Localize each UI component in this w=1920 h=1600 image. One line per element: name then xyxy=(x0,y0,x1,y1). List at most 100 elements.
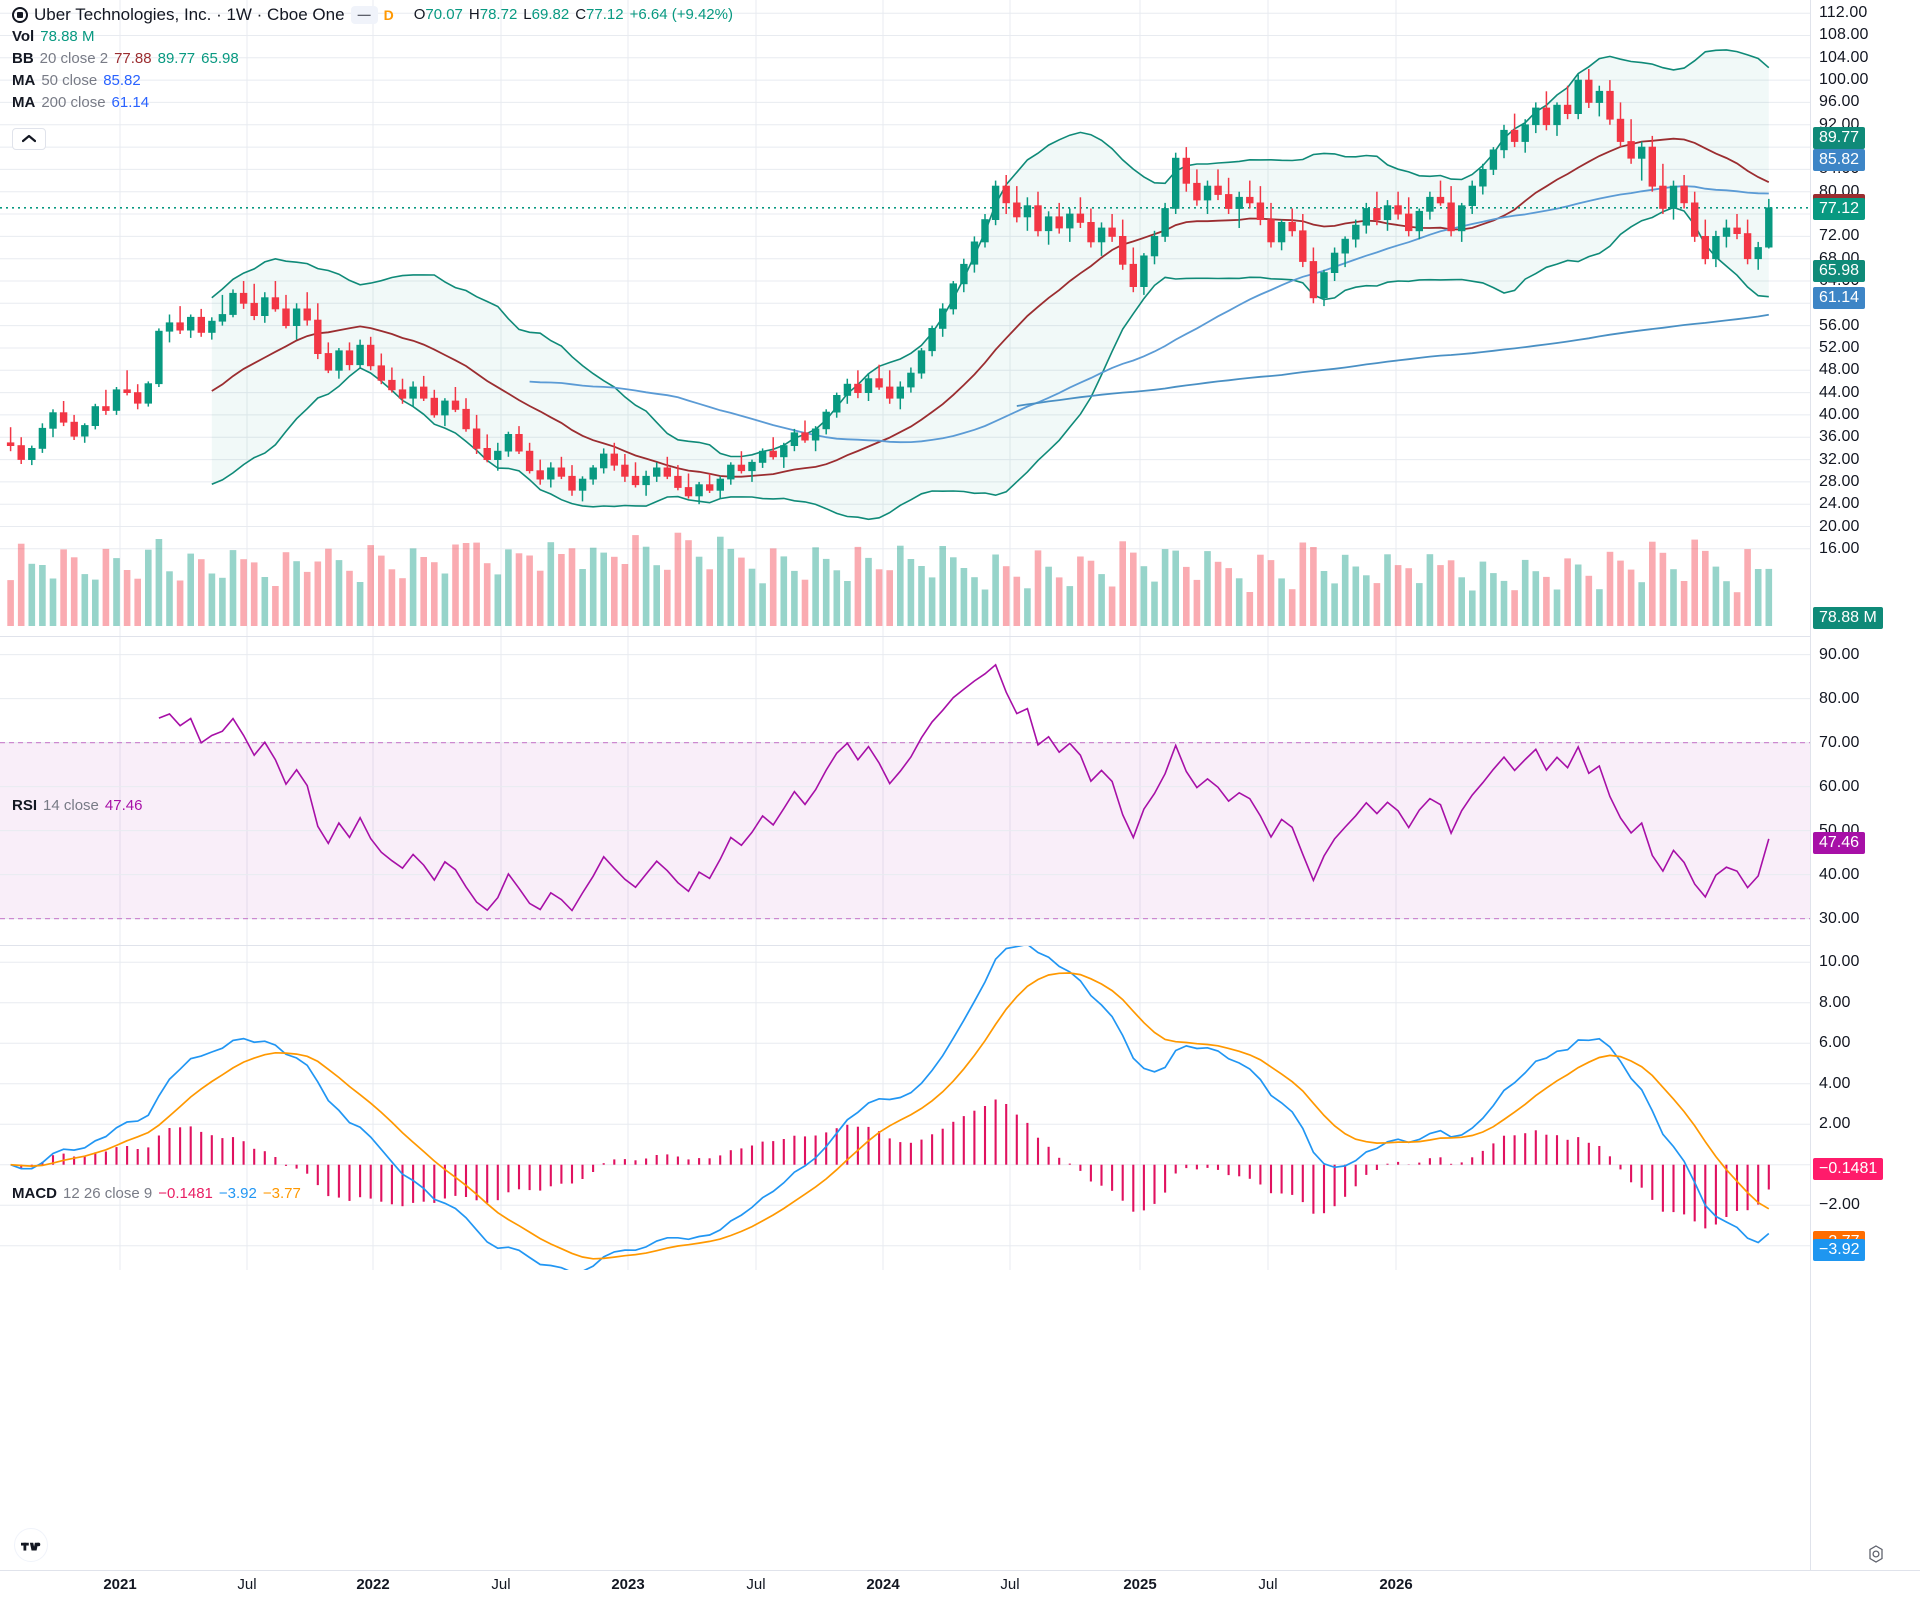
chart-settings-button[interactable] xyxy=(1866,1544,1886,1564)
price-tick: 44.00 xyxy=(1819,383,1860,401)
pane-divider-2 xyxy=(0,945,1920,946)
time-tick-label: 2024 xyxy=(866,1576,900,1593)
price-tick: 72.00 xyxy=(1819,227,1860,245)
data-source-badge[interactable]: D xyxy=(383,7,394,23)
rsi-legend-value: 47.46 xyxy=(104,797,143,814)
macd-tick: 6.00 xyxy=(1819,1034,1851,1052)
volume-pill[interactable]: 78.88 M xyxy=(1813,607,1883,629)
uber-logo-icon xyxy=(12,7,28,23)
ohlc-low: L69.82 xyxy=(523,6,570,23)
tradingview-logo[interactable] xyxy=(14,1528,48,1562)
interval-badge[interactable]: — xyxy=(350,6,378,24)
price-tick: 108.00 xyxy=(1819,26,1869,44)
price-tick: 40.00 xyxy=(1819,405,1860,423)
macd-legend-row[interactable]: MACD 12 26 close 9 −0.1481 −3.92 −3.77 xyxy=(12,1183,301,1205)
time-tick-label: Jul xyxy=(237,1576,257,1593)
ohlc-open: O70.07 xyxy=(413,6,463,23)
ma50-legend-value: 85.82 xyxy=(103,72,141,89)
ma50-legend-params: 50 close xyxy=(41,72,98,89)
ohlc-change: +6.64 (+9.42%) xyxy=(629,6,733,23)
price-tick: 56.00 xyxy=(1819,316,1860,334)
rsi-chart-canvas[interactable] xyxy=(0,637,1810,945)
price-tick: 48.00 xyxy=(1819,361,1860,379)
time-tick-label: 2021 xyxy=(103,1576,137,1593)
bb-legend-row[interactable]: BB 20 close 2 77.88 89.77 65.98 xyxy=(12,48,733,70)
macd-tick: 2.00 xyxy=(1819,1115,1851,1133)
volume-legend-name: Vol xyxy=(12,28,35,45)
macd-signal-value: −3.77 xyxy=(262,1185,301,1202)
macd-legend-name: MACD xyxy=(12,1185,57,1202)
symbol-title[interactable]: Uber Technologies, Inc. · 1W · Cboe One xyxy=(34,5,345,24)
price-tick: 36.00 xyxy=(1819,428,1860,446)
macd-chart-canvas[interactable] xyxy=(0,946,1810,1270)
chevron-up-icon xyxy=(22,134,36,143)
macd-pane[interactable] xyxy=(0,946,1810,1270)
rsi-legend-name: RSI xyxy=(12,797,38,814)
ohlc-close: C77.12 xyxy=(575,6,624,23)
rsi-tick: 80.00 xyxy=(1819,689,1860,707)
macd-pane-legend: MACD 12 26 close 9 −0.1481 −3.92 −3.77 xyxy=(12,1183,301,1205)
price-tick: 16.00 xyxy=(1819,539,1860,557)
pane-divider-1 xyxy=(0,636,1920,637)
ma200-pill[interactable]: 61.14 xyxy=(1813,286,1866,309)
time-tick-label: Jul xyxy=(1000,1576,1020,1593)
price-tick: 112.00 xyxy=(1819,4,1868,22)
price-pane-legend: Uber Technologies, Inc. · 1W · Cboe One … xyxy=(12,4,733,114)
ma200-legend-row[interactable]: MA 200 close 61.14 xyxy=(12,92,733,114)
ma50-legend-name: MA xyxy=(12,72,36,89)
bb-lower-value: 65.98 xyxy=(201,50,239,67)
bb-lower-pill[interactable]: 65.98 xyxy=(1813,259,1866,282)
macd-line-pill[interactable]: −3.92 xyxy=(1813,1238,1866,1261)
rsi-value-pill[interactable]: 47.46 xyxy=(1813,831,1866,854)
macd-hist-value: −0.1481 xyxy=(158,1185,213,1202)
time-tick-label: 2026 xyxy=(1379,1576,1413,1593)
rsi-tick: 30.00 xyxy=(1819,909,1860,927)
time-tick-label: 2025 xyxy=(1123,1576,1157,1593)
price-tick: 96.00 xyxy=(1819,93,1860,111)
ma50-legend-row[interactable]: MA 50 close 85.82 xyxy=(12,70,733,92)
bb-upper-value: 89.77 xyxy=(157,50,196,67)
price-pane[interactable] xyxy=(0,0,1810,636)
price-tick: 24.00 xyxy=(1819,495,1860,513)
bb-basis-value: 77.88 xyxy=(114,50,152,67)
rsi-tick: 60.00 xyxy=(1819,777,1860,795)
time-tick-label: Jul xyxy=(491,1576,511,1593)
rsi-tick: 70.00 xyxy=(1819,733,1860,751)
price-chart-canvas[interactable] xyxy=(0,0,1810,636)
last-price-pill[interactable]: 77.12 xyxy=(1813,197,1866,220)
rsi-tick: 40.00 xyxy=(1819,865,1860,883)
price-tick: 20.00 xyxy=(1819,517,1860,535)
time-tick-label: 2023 xyxy=(611,1576,645,1593)
ma200-legend-name: MA xyxy=(12,94,36,111)
price-axis[interactable]: 112.00108.00104.00100.0096.0092.0088.008… xyxy=(1810,0,1920,1570)
macd-line-value: −3.92 xyxy=(218,1185,257,1202)
rsi-legend-params: 14 close xyxy=(43,797,99,814)
bb-upper-pill[interactable]: 89.77 xyxy=(1813,127,1866,150)
volume-legend-value: 78.88 M xyxy=(40,28,95,45)
collapse-legend-button[interactable] xyxy=(12,128,46,150)
macd-tick: 10.00 xyxy=(1819,953,1860,971)
macd-tick: −2.00 xyxy=(1819,1196,1860,1214)
bb-legend-name: BB xyxy=(12,50,34,67)
macd-tick: 4.00 xyxy=(1819,1074,1851,1092)
ma200-legend-params: 200 close xyxy=(41,94,106,111)
rsi-legend-row[interactable]: RSI 14 close 47.46 xyxy=(12,795,142,817)
bb-legend-params: 20 close 2 xyxy=(39,50,109,67)
ma200-legend-value: 61.14 xyxy=(111,94,150,111)
price-tick: 104.00 xyxy=(1819,48,1869,66)
time-axis[interactable]: 2021 Jul 2022 Jul 2023 Jul 2024 Jul 2025 Jul 2026 xyxy=(0,1570,1920,1600)
price-tick: 52.00 xyxy=(1819,338,1860,356)
tradingview-logo-icon xyxy=(21,1542,41,1551)
ma50-pill[interactable]: 85.82 xyxy=(1813,149,1866,172)
rsi-tick: 90.00 xyxy=(1819,645,1860,663)
price-tick: 100.00 xyxy=(1819,71,1869,89)
symbol-legend-row[interactable]: Uber Technologies, Inc. · 1W · Cboe One … xyxy=(12,4,733,26)
volume-legend-row[interactable]: Vol 78.88 M xyxy=(12,26,733,48)
macd-tick: 8.00 xyxy=(1819,993,1851,1011)
rsi-pane[interactable] xyxy=(0,637,1810,945)
macd-hist-pill[interactable]: −0.1481 xyxy=(1813,1157,1884,1180)
time-tick-label: Jul xyxy=(746,1576,766,1593)
time-tick-label: 2022 xyxy=(356,1576,390,1593)
macd-legend-params: 12 26 close 9 xyxy=(63,1185,153,1202)
